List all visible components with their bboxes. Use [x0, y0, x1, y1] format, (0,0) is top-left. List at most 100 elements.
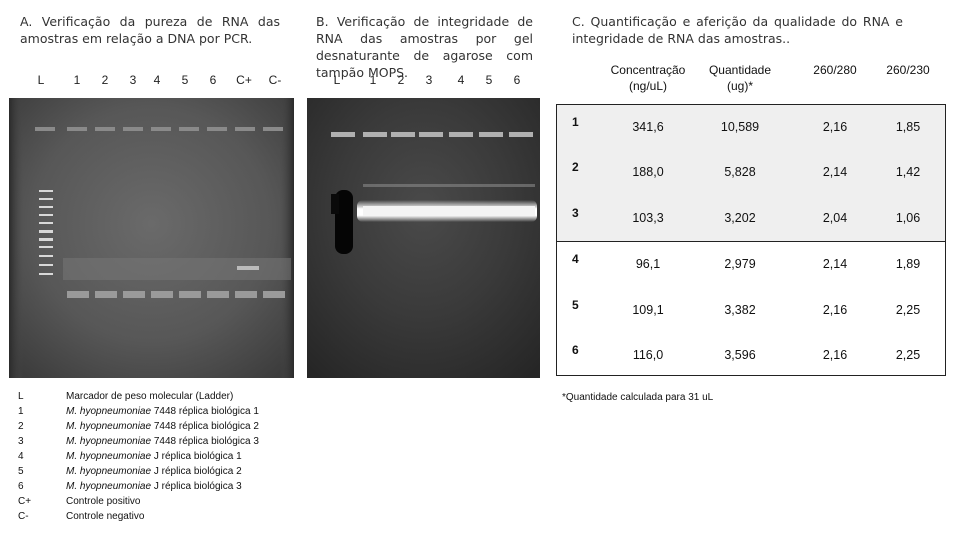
lane-label-b-5: 5 — [485, 73, 493, 87]
legend-text: 7448 réplica biológica 2 — [151, 421, 259, 432]
legend-description: M. hyopneumoniae 7448 réplica biológica … — [66, 406, 259, 417]
lane-label-b-4: 4 — [457, 73, 465, 87]
panel-a-title-text: Verificação da pureza de RNA das amostra… — [20, 14, 280, 46]
ratio-260-230-cell: 2,25 — [895, 303, 921, 317]
panel-b-letter: B. — [316, 14, 329, 29]
legend-key: 1 — [18, 406, 24, 417]
quantity-cell: 3,202 — [724, 211, 756, 225]
lane-label-a-5: 5 — [181, 73, 189, 87]
legend-key: C+ — [18, 496, 32, 507]
header-ratio-260-280: 260/280 — [785, 62, 885, 78]
table-row-id: 1 — [572, 115, 579, 129]
concentration-cell: 103,3 — [632, 211, 664, 225]
legend-organism: M. hyopneumoniae — [66, 421, 152, 432]
legend-text: J réplica biológica 1 — [151, 451, 242, 462]
concentration-cell: 116,0 — [632, 348, 664, 362]
table-row-id: 2 — [572, 160, 579, 174]
quantity-cell: 2,979 — [724, 257, 756, 271]
legend-row: 1 M. hyopneumoniae 7448 réplica biológica… — [18, 406, 308, 420]
ratio-260-280-cell: 2,14 — [822, 257, 848, 271]
ratio-260-230-cell: 1,06 — [895, 211, 921, 225]
lane-label-a-4: 4 — [153, 73, 161, 87]
table-bottom-group — [556, 241, 946, 376]
legend-row: 4 M. hyopneumoniae J réplica biológica 1 — [18, 451, 308, 465]
lane-label-b-l: L — [333, 73, 341, 87]
concentration-cell: 341,6 — [632, 120, 664, 134]
table-row-id: 6 — [572, 343, 579, 357]
legend-key: 4 — [18, 451, 24, 462]
quantity-cell: 3,596 — [724, 348, 756, 362]
legend-text: J réplica biológica 2 — [151, 466, 242, 477]
ratio-260-280-cell: 2,16 — [822, 120, 848, 134]
legend-organism: M. hyopneumoniae — [66, 466, 152, 477]
panel-c-title-text: Quantificação e aferição da qualidade do… — [572, 14, 903, 46]
legend-row: C- Controle negativo — [18, 511, 308, 525]
lane-label-a-cneg: C- — [268, 73, 282, 87]
legend-row: 3 M. hyopneumoniae 7448 réplica biológica… — [18, 436, 308, 450]
legend-row: 5 M. hyopneumoniae J réplica biológica 2 — [18, 466, 308, 480]
table-row-id: 4 — [572, 252, 579, 266]
ratio-260-230-cell: 2,25 — [895, 348, 921, 362]
header-ratio-260-280-line1: 260/280 — [813, 63, 857, 77]
table-top-group — [556, 104, 946, 242]
header-quantity-line1: Quantidade — [708, 63, 772, 77]
panel-a-title: A. Verificação da pureza de RNA das amos… — [20, 13, 280, 47]
legend-description: M. hyopneumoniae J réplica biológica 2 — [66, 466, 242, 477]
lane-label-a-l: L — [37, 73, 45, 87]
legend-text: 7448 réplica biológica 1 — [151, 406, 259, 417]
quantity-cell: 10,589 — [720, 120, 760, 134]
lane-label-b-6: 6 — [513, 73, 521, 87]
legend-description: M. hyopneumoniae 7448 réplica biológica … — [66, 421, 259, 432]
legend-description: Marcador de peso molecular (Ladder) — [66, 391, 233, 402]
legend-description: Controle positivo — [66, 496, 140, 507]
legend-organism: M. hyopneumoniae — [66, 481, 152, 492]
panel-a-letter: A. — [20, 14, 33, 29]
legend-description: M. hyopneumoniae J réplica biológica 1 — [66, 451, 242, 462]
gel-b-image — [307, 98, 540, 378]
legend-row: 6 M. hyopneumoniae J réplica biológica 3 — [18, 481, 308, 495]
panel-c-letter: C. — [572, 14, 585, 29]
lane-label-a-cpos: C+ — [236, 73, 252, 87]
header-ratio-260-230-line1: 260/230 — [886, 63, 930, 77]
legend-text: 7448 réplica biológica 3 — [151, 436, 259, 447]
legend-key: L — [18, 391, 24, 402]
legend-text: J réplica biológica 3 — [151, 481, 242, 492]
header-concentration: Concentração (ng/uL) — [598, 62, 698, 94]
lane-label-a-6: 6 — [209, 73, 217, 87]
ratio-260-280-cell: 2,16 — [822, 303, 848, 317]
legend-organism: M. hyopneumoniae — [66, 451, 152, 462]
ratio-260-230-cell: 1,89 — [895, 257, 921, 271]
sample-legend: L Marcador de peso molecular (Ladder) 1 M. … — [18, 391, 308, 531]
header-ratio-260-230: 260/230 — [858, 62, 958, 78]
legend-description: Controle negativo — [66, 511, 144, 522]
concentration-cell: 188,0 — [632, 165, 664, 179]
legend-organism: M. hyopneumoniae — [66, 406, 152, 417]
legend-row: 2 M. hyopneumoniae 7448 réplica biológica… — [18, 421, 308, 435]
legend-text: Controle positivo — [66, 496, 141, 507]
legend-text: Marcador de peso molecular (Ladder) — [66, 391, 234, 402]
table-row-id: 5 — [572, 298, 579, 312]
ratio-260-280-cell: 2,14 — [822, 165, 848, 179]
quantity-cell: 3,382 — [724, 303, 756, 317]
legend-row: L Marcador de peso molecular (Ladder) — [18, 391, 308, 405]
lane-label-a-3: 3 — [129, 73, 137, 87]
lane-label-a-2: 2 — [101, 73, 109, 87]
legend-key: 5 — [18, 466, 24, 477]
lane-label-b-3: 3 — [425, 73, 433, 87]
legend-description: M. hyopneumoniae J réplica biológica 3 — [66, 481, 242, 492]
ratio-260-230-cell: 1,85 — [895, 120, 921, 134]
header-concentration-line2: (ng/uL) — [628, 79, 668, 93]
table-footnote: *Quantidade calculada para 31 uL — [562, 392, 714, 403]
legend-row: C+ Controle positivo — [18, 496, 308, 510]
legend-key: 6 — [18, 481, 24, 492]
lane-label-a-1: 1 — [73, 73, 81, 87]
ratio-260-280-cell: 2,04 — [822, 211, 848, 225]
panel-b-title: B. Verificação de integridade de RNA das… — [316, 13, 533, 81]
ratio-260-230-cell: 1,42 — [895, 165, 921, 179]
lane-label-b-2: 2 — [397, 73, 405, 87]
legend-organism: M. hyopneumoniae — [66, 436, 152, 447]
header-quantity: Quantidade (ug)* — [690, 62, 790, 94]
legend-key: 3 — [18, 436, 24, 447]
legend-text: Controle negativo — [66, 511, 145, 522]
concentration-cell: 109,1 — [632, 303, 664, 317]
